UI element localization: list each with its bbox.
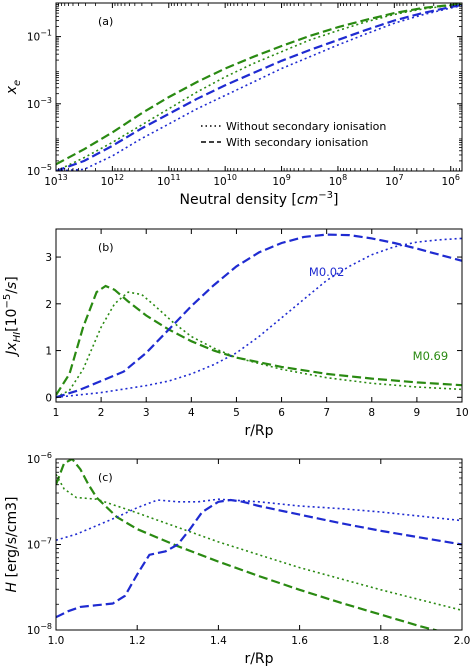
series-green-dashed-line bbox=[56, 459, 440, 630]
x-tick-label: 1.6 bbox=[291, 635, 308, 647]
x-axis-label: r/Rp bbox=[244, 651, 273, 667]
series-group bbox=[56, 3, 462, 171]
series-group bbox=[56, 233, 462, 399]
y-axis-label: JxHI[10−5/s] bbox=[2, 276, 23, 357]
y-tick-label: 1 bbox=[45, 346, 52, 358]
series-blue-dotted-line bbox=[56, 4, 462, 171]
panel-label: (b) bbox=[98, 241, 114, 254]
x-tick-label: 8 bbox=[368, 407, 375, 419]
axes-frame bbox=[55, 228, 463, 403]
annotation-m069: M0.69 bbox=[413, 349, 449, 363]
axes-frame bbox=[55, 458, 463, 631]
x-tick-label: 2 bbox=[98, 407, 105, 419]
legend-label: With secondary ionisation bbox=[226, 136, 368, 149]
series-blue-dashed-line bbox=[56, 3, 462, 171]
x-tick-label: 4 bbox=[188, 407, 195, 419]
y-tick-label: 10−8 bbox=[27, 622, 52, 637]
x-tick-label: 107 bbox=[385, 173, 403, 188]
series-green-dotted-line bbox=[56, 474, 462, 612]
x-tick-label: 10 bbox=[455, 407, 468, 419]
x-tick-label: 1.0 bbox=[48, 635, 65, 647]
x-tick-label: 1011 bbox=[157, 173, 181, 188]
x-axis-label: r/Rp bbox=[244, 423, 273, 439]
x-tick-label: 108 bbox=[329, 173, 347, 188]
x-tick-label: 1010 bbox=[213, 173, 237, 188]
panel-b: 1 2 3 4 5 6 7 8 9 100123(b)r/RpJxHI[10−5/s]M0.02M… bbox=[2, 228, 469, 439]
y-tick-label: 2 bbox=[45, 299, 52, 311]
y-axis-label: xe bbox=[4, 80, 23, 95]
series-green-dotted-line bbox=[56, 3, 462, 171]
x-tick-label: 106 bbox=[441, 173, 459, 188]
x-tick-label: 1.4 bbox=[210, 635, 227, 647]
x-tick-label: 1013 bbox=[44, 173, 68, 188]
y-tick-label: 10−7 bbox=[27, 537, 52, 552]
x-tick-label: 9 bbox=[414, 407, 421, 419]
x-tick-label: 1.2 bbox=[129, 635, 146, 647]
series-blue-dotted-line bbox=[56, 237, 462, 399]
panel-a: 1013 1012 1011 1010 109 108 107 106 10−5 10−3 10−1… bbox=[4, 2, 463, 208]
series-green-dotted-line bbox=[56, 291, 462, 399]
series-blue-dashed-line bbox=[56, 498, 462, 619]
series-green-dashed-line bbox=[56, 3, 462, 166]
y-tick-label: 10−6 bbox=[27, 451, 52, 466]
x-tick-label: 6 bbox=[278, 407, 285, 419]
x-axis-label: Neutral density [cm−3] bbox=[180, 190, 339, 208]
y-axis-label: H [erg/s/cm3] bbox=[4, 497, 20, 593]
y-tick-label: 3 bbox=[45, 252, 52, 264]
x-tick-label: 3 bbox=[143, 407, 150, 419]
y-tick-label: 10−5 bbox=[27, 163, 52, 178]
y-tick-label: 0 bbox=[45, 392, 52, 404]
y-tick-label: 10−1 bbox=[27, 29, 52, 44]
legend: Without secondary ionisation With seconda… bbox=[201, 120, 386, 149]
series-group bbox=[56, 459, 462, 630]
axes-frame bbox=[55, 2, 463, 172]
panel-label: (c) bbox=[98, 471, 113, 484]
series-blue-dashed-line bbox=[56, 233, 462, 399]
x-tick-label: 1012 bbox=[101, 173, 125, 188]
x-tick-label: 5 bbox=[233, 407, 240, 419]
legend-label: Without secondary ionisation bbox=[226, 120, 386, 133]
x-tick-label: 109 bbox=[272, 173, 290, 188]
x-tick-label: 7 bbox=[323, 407, 330, 419]
annotation-m002: M0.02 bbox=[309, 265, 345, 279]
x-tick-label: 1.8 bbox=[372, 635, 389, 647]
x-tick-label: 2.0 bbox=[454, 635, 471, 647]
y-tick-label: 10−3 bbox=[27, 96, 52, 111]
panel-c: 1.0 1.2 1.4 1.6 1.8 2.0 10−8 10−7 10−6 (c) r/Rp H [… bbox=[4, 451, 470, 667]
x-tick-label: 1 bbox=[53, 407, 60, 419]
panel-label: (a) bbox=[98, 15, 113, 28]
series-blue-dotted-line bbox=[56, 498, 462, 541]
